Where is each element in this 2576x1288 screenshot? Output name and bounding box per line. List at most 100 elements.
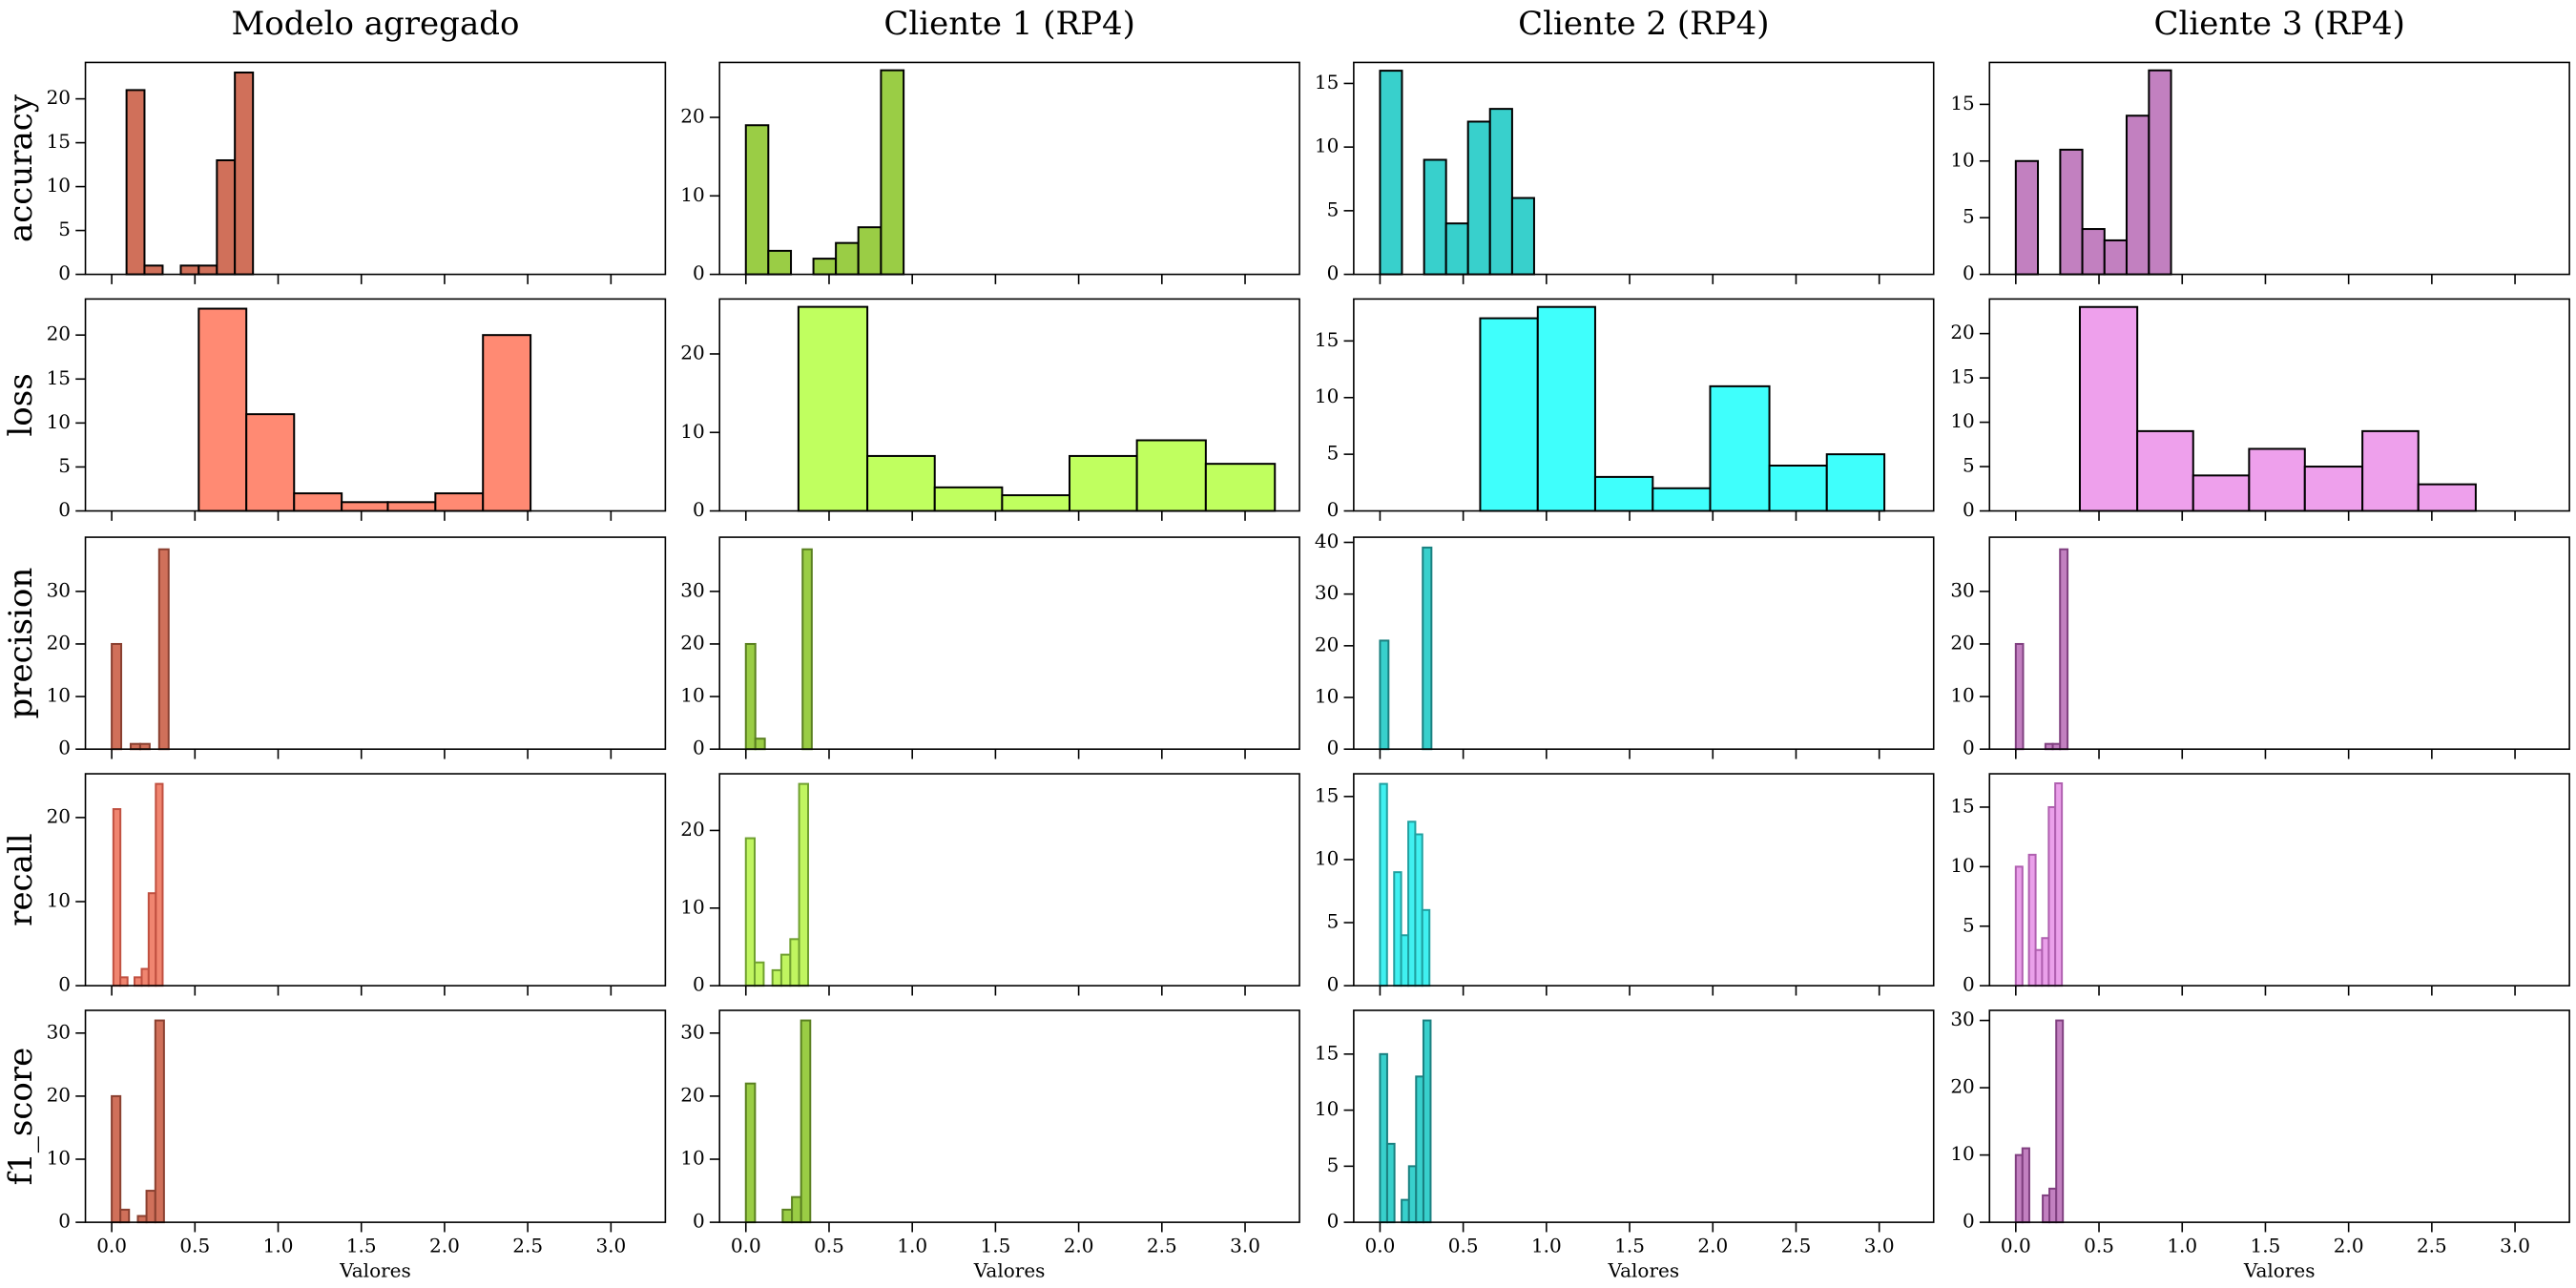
y-tick-label: 10 [1950, 409, 1974, 432]
histogram-bar [2021, 1147, 2030, 1224]
histogram-bar [2081, 228, 2106, 276]
histogram-bar [1414, 833, 1423, 987]
y-tick-label: 20 [47, 1083, 71, 1106]
y-tick-label: 20 [680, 1083, 704, 1106]
histogram-bar [744, 837, 757, 987]
y-tick-label: 20 [1950, 321, 1974, 343]
x-tick-label: 0.0 [2001, 1234, 2031, 1257]
y-axis-label: loss [2, 373, 40, 436]
histogram-bar [933, 486, 1004, 512]
histogram-bar [866, 454, 936, 512]
y-tick-label: 0 [1327, 973, 1340, 996]
y-tick-label: 15 [47, 366, 71, 389]
y-tick-label: 10 [1315, 846, 1339, 869]
histogram-bar [138, 742, 151, 751]
y-tick-label: 0 [1327, 737, 1340, 759]
y-tick-label: 0 [693, 261, 705, 284]
x-tick-label: 2.0 [429, 1234, 460, 1257]
y-tick-label: 10 [680, 895, 704, 918]
y-tick-label: 15 [47, 130, 71, 153]
y-tick-label: 0 [58, 1210, 71, 1233]
y-tick-label: 10 [1950, 684, 1974, 707]
y-tick-label: 5 [1327, 910, 1340, 933]
y-axis-label: recall [2, 833, 40, 925]
y-tick-label: 10 [680, 684, 704, 707]
y-tick-label: 0 [693, 498, 705, 521]
histogram-bar [797, 305, 869, 512]
plot-frame [1353, 61, 1935, 276]
y-tick-label: 20 [1950, 1075, 1974, 1098]
y-tick-label: 0 [693, 1210, 705, 1233]
plot-frame [718, 536, 1300, 751]
y-tick-label: 0 [1327, 1210, 1340, 1233]
histogram-bar [2417, 483, 2477, 512]
y-tick-label: 30 [680, 578, 704, 601]
y-tick-label: 15 [1315, 328, 1339, 351]
x-tick-label: 1.0 [897, 1234, 927, 1257]
y-axis-label: precision [2, 568, 40, 719]
histogram-bar [781, 1208, 794, 1224]
y-tick-label: 20 [680, 341, 704, 364]
plot-frame [1353, 773, 1935, 987]
y-axis-label: f1_score [2, 1048, 40, 1186]
y-tick-label: 10 [1950, 854, 1974, 877]
histogram-bar [1415, 1075, 1424, 1224]
y-tick-label: 10 [1315, 685, 1339, 708]
x-tick-label: 3.0 [1230, 1234, 1260, 1257]
x-tick-label: 3.0 [2500, 1234, 2530, 1257]
histogram-bar [2103, 239, 2128, 276]
histogram-bar [2361, 429, 2420, 512]
x-tick-label: 1.5 [1614, 1234, 1645, 1257]
plot-frame [718, 1009, 1300, 1223]
plot-frame [1353, 1009, 1935, 1223]
plot-frame [84, 298, 667, 512]
histogram-bar [1400, 934, 1410, 987]
histogram-bar [2014, 865, 2024, 987]
histogram-bar [145, 1190, 156, 1224]
x-tick-label: 0.0 [731, 1234, 761, 1257]
histogram-bar [1379, 1052, 1388, 1224]
histogram-bar [1001, 494, 1071, 512]
histogram-bar [1422, 1019, 1432, 1224]
y-tick-label: 20 [47, 86, 71, 109]
histogram-bar [1407, 821, 1417, 987]
x-tick-label: 2.5 [1147, 1234, 1177, 1257]
x-tick-label: 2.5 [2417, 1234, 2447, 1257]
histogram-bar [234, 72, 255, 276]
histogram-bar [2042, 1194, 2051, 1224]
histogram-bar [2059, 148, 2084, 276]
histogram-bar [1393, 871, 1402, 987]
y-tick-label: 20 [47, 804, 71, 827]
histogram-bar [1510, 197, 1535, 276]
histogram-bar [482, 334, 532, 512]
y-tick-label: 10 [1950, 1142, 1974, 1165]
y-tick-label: 20 [1315, 633, 1339, 655]
x-axis-label: Valores [2243, 1258, 2316, 1281]
histogram-bar [2148, 69, 2172, 276]
histogram-bar [1593, 475, 1654, 512]
histogram-bar [2014, 159, 2040, 276]
histogram-bar [2136, 429, 2194, 512]
y-tick-label: 10 [47, 684, 71, 707]
histogram-bar [2051, 742, 2062, 751]
histogram-bar [754, 737, 766, 751]
histogram-bar [197, 307, 248, 512]
plot-frame [1988, 536, 2570, 751]
y-tick-label: 20 [680, 631, 704, 654]
plot-frame [84, 773, 667, 987]
y-tick-label: 0 [1963, 498, 1975, 521]
histogram-bar [744, 124, 770, 276]
x-tick-label: 1.0 [263, 1234, 294, 1257]
x-tick-label: 2.5 [1781, 1234, 1812, 1257]
histogram-bar [341, 501, 389, 512]
x-tick-label: 0.5 [814, 1234, 844, 1257]
x-axis-label: Valores [339, 1258, 411, 1281]
histogram-bar [1652, 487, 1712, 512]
histogram-bar [880, 69, 905, 276]
y-tick-label: 5 [1963, 913, 1975, 936]
histogram-bar [1825, 453, 1886, 512]
histogram-bar [2034, 948, 2044, 987]
histogram-bar [293, 492, 343, 512]
histogram-bar [245, 413, 296, 512]
histogram-bar [812, 258, 838, 276]
